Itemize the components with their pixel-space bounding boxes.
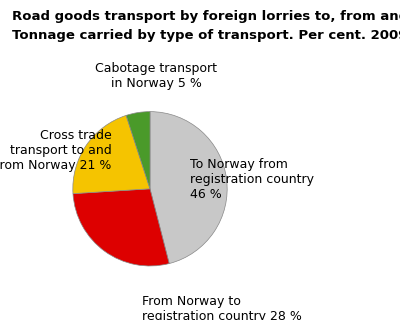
Text: To Norway from
registration country
46 %: To Norway from registration country 46 % [190,158,314,201]
Text: Cabotage transport
in Norway 5 %: Cabotage transport in Norway 5 % [95,62,217,90]
Wedge shape [73,189,169,266]
Text: Tonnage carried by type of transport. Per cent. 2009: Tonnage carried by type of transport. Pe… [12,29,400,42]
Text: From Norway to
registration country 28 %: From Norway to registration country 28 % [142,295,302,320]
Text: Road goods transport by foreign lorries to, from and in Norway.: Road goods transport by foreign lorries … [12,10,400,23]
Wedge shape [150,112,227,264]
Text: Cross trade
transport to and
from Norway 21 %: Cross trade transport to and from Norway… [0,129,112,172]
Wedge shape [73,116,150,194]
Wedge shape [126,112,150,189]
